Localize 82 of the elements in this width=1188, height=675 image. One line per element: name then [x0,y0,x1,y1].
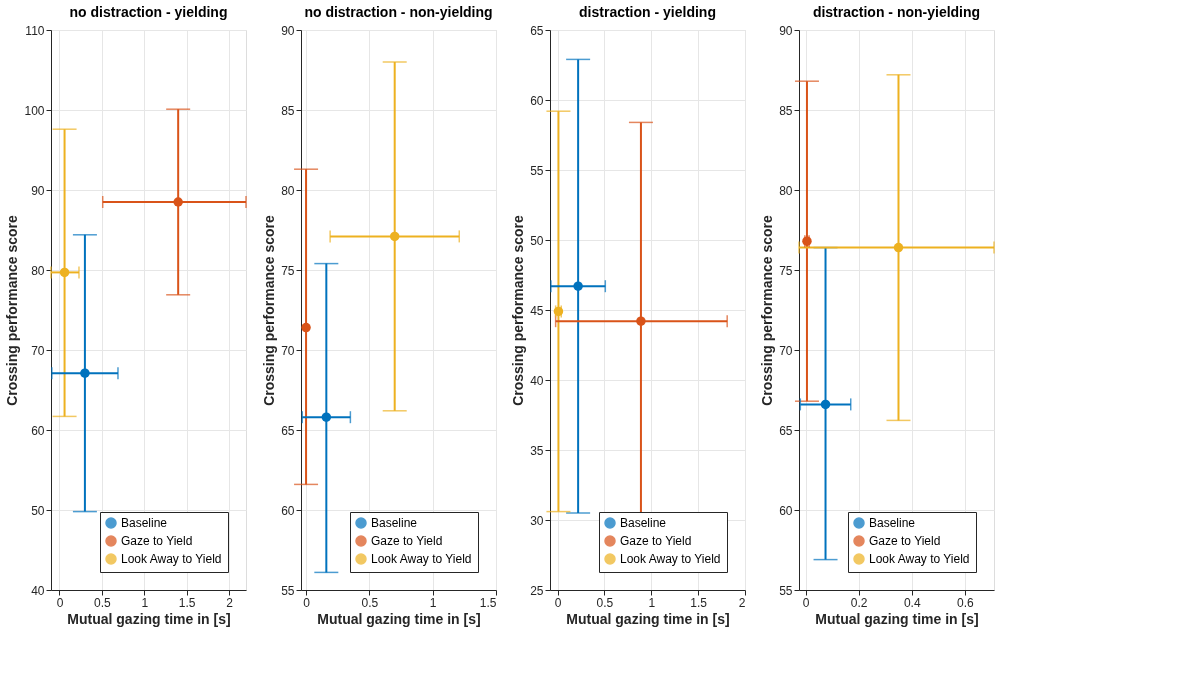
y-tick-label: 40 [530,373,544,388]
y-tick-label: 85 [281,103,295,118]
point [80,368,90,378]
point [820,399,831,410]
y-tick-label: 65 [281,423,295,438]
x-tick-label: 0 [554,595,562,610]
y-tick-label: 35 [530,443,544,458]
x-tick-label: 0 [802,595,810,610]
legend-label: Look Away to Yield [371,552,472,566]
x-tick-label: 0.4 [903,595,921,610]
y-tick-label: 55 [281,583,295,598]
legend-label: Look Away to Yield [121,552,222,566]
legend-label: Baseline [371,516,418,530]
x-tick-label: 0.6 [956,595,974,610]
chart-title: distraction - non-yielding [812,4,981,20]
x-axis-title: Mutual gazing time in [s] [317,610,481,627]
point [59,267,70,278]
y-axis-title: Crossing performance score [4,214,21,406]
point [173,197,183,207]
y-tick-label: 40 [31,583,45,598]
point [893,242,904,253]
y-tick-label: 75 [281,263,295,278]
y-axis-title: Crossing performance score [510,214,527,406]
y-tick-label: 50 [31,503,45,518]
x-tick-label: 1.5 [690,595,708,610]
chart-title: no distraction - non-yielding [304,4,493,20]
y-tick-label: 75 [779,263,793,278]
y-tick-label: 50 [530,233,544,248]
legend-label: Gaze to Yield [371,534,443,548]
y-tick-label: 60 [281,503,295,518]
x-axis-title: Mutual gazing time in [s] [566,610,730,627]
chart-title: distraction - yielding [579,4,716,20]
legend-label: Baseline [869,516,916,530]
x-tick-label: 0.5 [596,595,614,610]
x-tick-label: 2 [226,595,234,610]
legend-label: Baseline [121,516,168,530]
x-axis-title: Mutual gazing time in [s] [67,610,231,627]
y-tick-label: 85 [779,103,793,118]
y-tick-label: 80 [281,183,295,198]
y-tick-label: 80 [779,183,793,198]
y-axis-title: Crossing performance score [759,214,776,406]
point [636,316,646,326]
x-tick-label: 1 [141,595,149,610]
legend-label: Look Away to Yield [620,552,721,566]
legend-label: Baseline [620,516,667,530]
point [573,281,583,291]
y-tick-label: 55 [779,583,793,598]
legend-label: Gaze to Yield [869,534,941,548]
x-tick-label: 1 [429,595,437,610]
legend-label: Gaze to Yield [620,534,692,548]
y-tick-label: 80 [31,263,45,278]
x-tick-label: 2 [738,595,746,610]
y-tick-label: 100 [24,103,45,118]
x-tick-label: 1.5 [178,595,196,610]
y-tick-label: 70 [779,343,793,358]
y-tick-label: 30 [530,513,544,528]
y-tick-label: 110 [25,23,45,38]
x-tick-label: 1 [648,595,656,610]
y-tick-label: 25 [530,583,544,598]
y-axis-title: Crossing performance score [261,214,278,406]
x-tick-label: 0 [303,595,311,610]
legend-label: Look Away to Yield [869,552,970,566]
x-axis-title: Mutual gazing time in [s] [815,610,979,627]
x-tick-label: 0.5 [94,595,112,610]
y-tick-label: 55 [530,163,544,178]
y-tick-label: 90 [281,23,295,38]
y-tick-label: 65 [779,423,793,438]
x-tick-label: 0.5 [361,595,379,610]
x-tick-label: 0 [56,595,64,610]
y-tick-label: 70 [31,343,45,358]
y-tick-label: 90 [779,23,793,38]
legend-label: Gaze to Yield [121,534,193,548]
y-tick-label: 45 [530,303,544,318]
y-tick-label: 60 [779,503,793,518]
chart-title: no distraction - yielding [69,4,228,20]
x-tick-label: 0.2 [850,595,868,610]
y-tick-label: 60 [530,93,544,108]
x-tick-label: 1.5 [479,595,497,610]
y-tick-label: 60 [31,423,45,438]
y-tick-label: 65 [530,23,544,38]
y-tick-label: 90 [31,183,45,198]
y-tick-label: 70 [281,343,295,358]
